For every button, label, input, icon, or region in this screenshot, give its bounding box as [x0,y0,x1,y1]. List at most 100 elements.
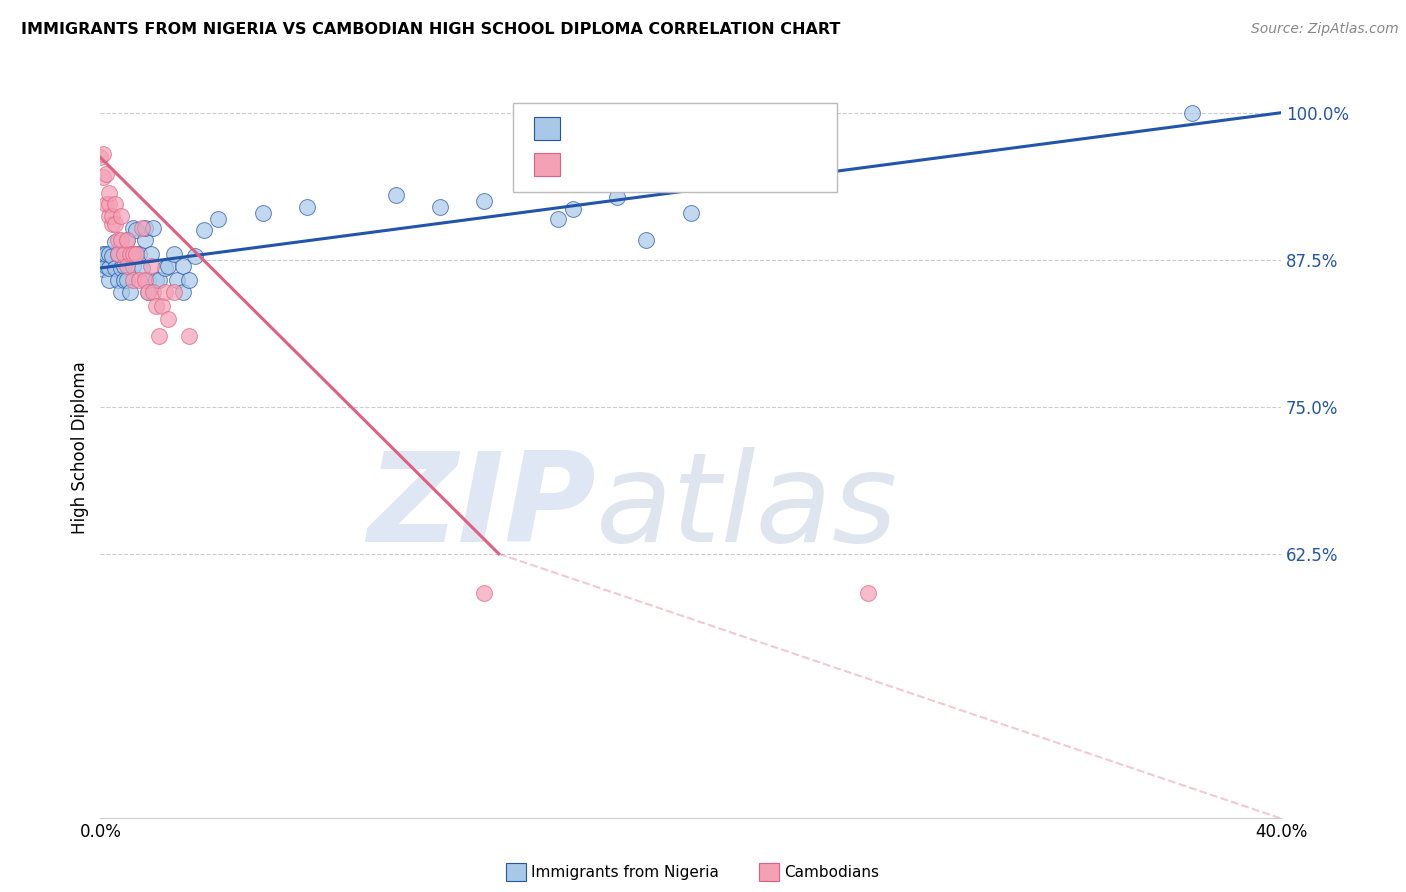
Text: ZIP: ZIP [367,447,596,567]
Point [110,260,132,275]
Point [112,247,135,261]
Point [107,233,129,247]
Point [252,205,274,219]
Point [155,285,177,299]
Point [177,273,200,287]
Point [184,249,207,263]
Point [115,259,138,273]
Point [98,260,121,275]
Point [429,200,451,214]
Point [115,233,138,247]
Point [547,211,569,226]
Point [96,247,118,261]
Text: R =  0.428    N = 55: R = 0.428 N = 55 [571,118,768,136]
Text: R = -0.672    N = 38: R = -0.672 N = 38 [571,153,769,171]
Text: Immigrants from Nigeria: Immigrants from Nigeria [531,865,720,880]
Point [295,200,318,214]
Point [145,299,167,313]
Point [856,585,879,599]
Point [112,273,135,287]
Point [136,285,159,299]
Text: Source: ZipAtlas.com: Source: ZipAtlas.com [1251,22,1399,37]
Point [148,273,170,287]
Point [101,249,124,263]
Point [134,273,156,287]
Point [110,209,132,223]
Point [128,273,150,287]
Point [107,273,129,287]
Point [148,329,170,343]
Y-axis label: High School Diploma: High School Diploma [72,361,89,534]
Point [118,247,141,261]
Point [98,197,121,211]
Point [125,247,148,261]
Point [131,221,153,235]
Point [101,209,124,223]
Point [172,285,194,299]
Point [118,285,141,299]
Point [139,247,162,261]
Point [91,262,114,277]
Point [125,223,148,237]
Point [207,211,229,226]
Point [98,247,121,261]
Point [91,247,114,261]
Point [606,190,628,204]
Point [125,247,148,261]
Point [139,259,162,273]
Point [115,273,138,287]
Point [96,167,118,181]
Point [110,285,132,299]
Point [104,235,127,249]
Text: IMMIGRANTS FROM NIGERIA VS CAMBODIAN HIGH SCHOOL DIPLOMA CORRELATION CHART: IMMIGRANTS FROM NIGERIA VS CAMBODIAN HIG… [21,22,841,37]
Point [142,285,165,299]
Point [128,247,150,261]
Point [150,299,173,313]
Point [193,223,215,237]
Point [104,260,127,275]
Point [472,585,495,599]
Point [142,221,165,235]
Point [155,260,177,275]
Point [91,170,114,185]
Point [104,218,127,232]
Point [89,150,111,164]
Point [91,147,114,161]
Point [136,285,159,299]
Point [1181,105,1204,120]
Point [101,218,124,232]
Point [679,205,702,219]
Point [96,259,118,273]
Point [89,249,111,263]
Point [136,273,159,287]
Point [98,209,121,223]
Point [98,186,121,200]
Point [115,233,138,247]
Point [107,247,129,261]
Point [177,329,200,343]
Point [121,273,143,287]
Point [98,273,121,287]
Text: Cambodians: Cambodians [785,865,880,880]
Point [131,260,153,275]
Point [163,247,186,261]
Point [134,221,156,235]
Point [472,194,495,208]
Point [561,202,583,217]
Point [121,221,143,235]
Point [112,259,135,273]
Point [157,311,180,326]
Point [636,233,658,247]
Point [110,233,132,247]
Point [166,273,188,287]
Point [157,259,180,273]
Point [96,197,118,211]
Point [107,247,129,261]
Point [134,233,156,247]
Point [384,188,406,202]
Point [104,197,127,211]
Point [121,247,143,261]
Point [172,259,194,273]
Text: atlas: atlas [596,447,898,567]
Point [163,285,186,299]
